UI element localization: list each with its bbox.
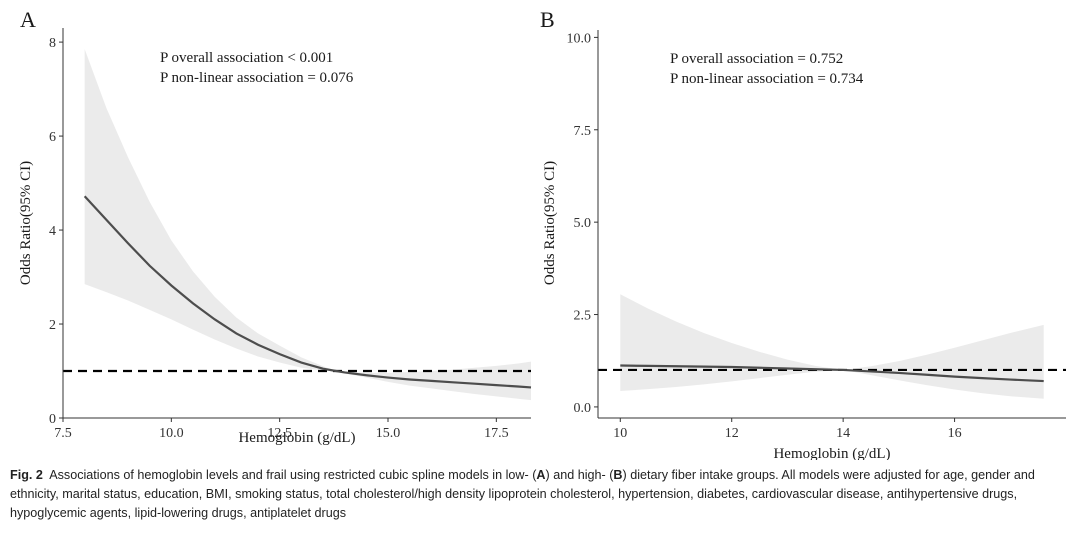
y-tick-label-b: 5.0 <box>574 216 592 231</box>
x-tick-label-a: 10.0 <box>159 426 184 441</box>
y-tick-label-a: 0 <box>49 412 56 427</box>
ci-band-a <box>84 49 532 401</box>
x-tick-label-b: 12 <box>725 426 739 441</box>
caption-text-3: ) dietary fiber intake groups. All model… <box>10 468 1035 520</box>
ci-band-b <box>620 294 1044 399</box>
x-tick-label-b: 10 <box>613 426 627 441</box>
y-tick-label-a: 8 <box>49 36 56 51</box>
y-tick-label-a: 2 <box>49 318 56 333</box>
caption-panel-b: B <box>613 468 623 482</box>
y-tick-label-b: 0.0 <box>574 401 592 416</box>
figure-caption: Fig. 2 Associations of hemoglobin levels… <box>10 466 1072 523</box>
y-tick-label-b: 10.0 <box>567 31 592 46</box>
x-tick-label-b: 14 <box>836 426 850 441</box>
p-nonlinear-annotation-a: P non-linear association = 0.076 <box>160 70 354 86</box>
x-tick-label-a: 12.5 <box>267 426 292 441</box>
spline-curve-a <box>83 195 532 389</box>
caption-text-2: ) and high- ( <box>545 468 614 482</box>
x-tick-label-a: 17.5 <box>484 426 509 441</box>
panel-label-b: B <box>540 7 555 32</box>
caption-panel-a: A <box>536 468 546 482</box>
y-tick-label-a: 4 <box>49 224 56 239</box>
p-overall-annotation-b: P overall association = 0.752 <box>670 51 843 67</box>
caption-text-1: Associations of hemoglobin levels and fr… <box>49 468 537 482</box>
p-overall-annotation-a: P overall association < 0.001 <box>160 50 333 66</box>
figure-svg: A 0 2 4 6 8 7.5 10.0 12.5 15.0 17.5 Hemoglobin (g/d… <box>18 7 1066 460</box>
x-axis-label-b: Hemoglobin (g/dL) <box>773 446 890 460</box>
x-axis-label-a: Hemoglobin (g/dL) <box>238 430 355 446</box>
p-nonlinear-annotation-b: P non-linear association = 0.734 <box>670 71 864 87</box>
x-tick-label-a: 7.5 <box>54 426 72 441</box>
y-axis-label-b: Odds Ratio(95% CI) <box>542 161 558 285</box>
panel-label-a: A <box>20 7 36 32</box>
x-tick-label-b: 16 <box>948 426 962 441</box>
x-tick-label-a: 15.0 <box>376 426 401 441</box>
y-axis-label-a: Odds Ratio(95% CI) <box>18 161 34 285</box>
y-tick-label-a: 6 <box>49 130 56 145</box>
y-tick-label-b: 7.5 <box>574 124 592 139</box>
spline-curve-b <box>620 364 1044 383</box>
y-tick-label-b: 2.5 <box>574 309 592 324</box>
caption-fig-label: Fig. 2 <box>10 468 43 482</box>
